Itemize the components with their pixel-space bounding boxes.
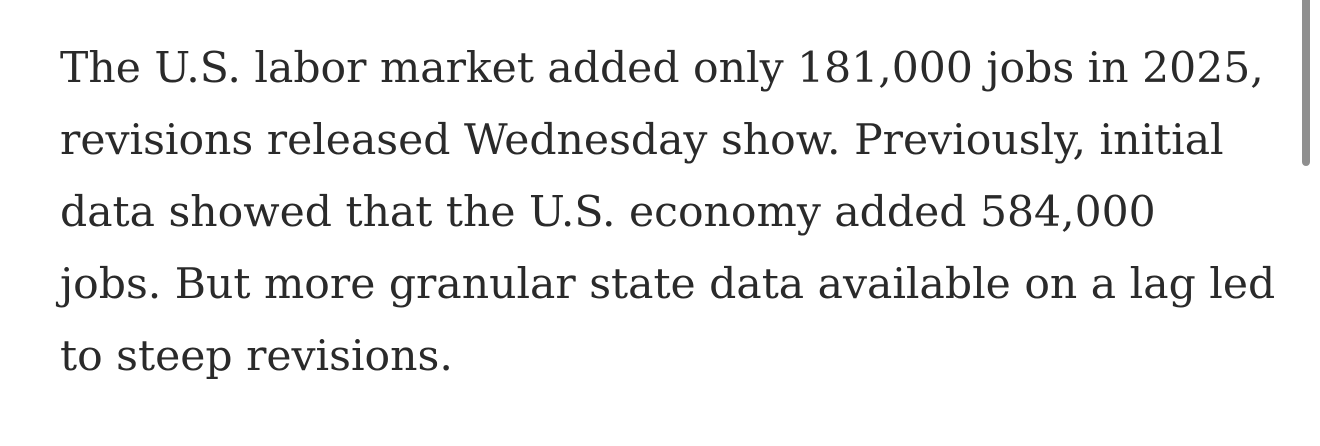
paragraph-line-2: revisions released Wednesday show. Previ… — [60, 116, 1224, 165]
paragraph-line-5: to steep revisions. — [60, 332, 453, 381]
paragraph-line-4: jobs. But more granular state data avail… — [60, 260, 1276, 309]
article-paragraph: The U.S. labor market added only 181,000… — [60, 33, 1275, 393]
scrollbar-thumb[interactable] — [1302, 0, 1310, 166]
paragraph-line-1: The U.S. labor market added only 181,000… — [60, 44, 1264, 93]
paragraph-line-3: data showed that the U.S. economy added … — [60, 188, 1156, 237]
